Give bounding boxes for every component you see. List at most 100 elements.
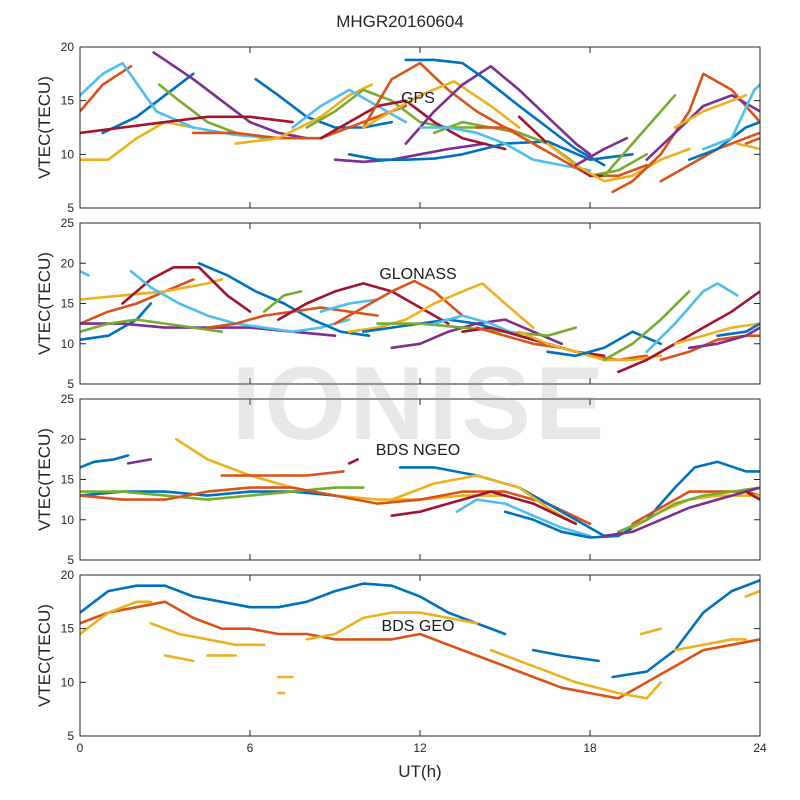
series-line-1 <box>532 648 600 663</box>
x-tick-label: 24 <box>753 741 767 755</box>
x-tick-label: 0 <box>77 741 84 755</box>
panel-label: BDS GEO <box>382 618 455 635</box>
y-tick-label: 20 <box>61 256 75 270</box>
y-tick-label: 20 <box>61 40 75 54</box>
series-line-7 <box>347 458 359 465</box>
series-line-17 <box>744 490 760 501</box>
panel-1: 5 10 15 20 25 VTEC(TECU) GLONASS <box>35 216 761 391</box>
figure-title: MHGR20160604 <box>336 12 464 31</box>
y-tick-label: 15 <box>61 297 75 311</box>
series-line-15 <box>617 486 760 534</box>
series-line-25 <box>602 94 677 178</box>
series-line-13 <box>333 279 464 325</box>
series-line-10 <box>333 142 487 164</box>
series-line-0 <box>80 270 90 277</box>
y-tick-label: 15 <box>61 473 75 487</box>
series-line-1 <box>126 458 153 465</box>
series-group <box>80 262 760 374</box>
y-tick-label: 20 <box>61 432 75 446</box>
series-group <box>80 51 760 194</box>
series-line-12 <box>319 298 379 313</box>
x-axis-label: UT(h) <box>398 762 441 781</box>
x-tick-label: 12 <box>413 741 427 755</box>
series-line-27 <box>645 94 760 161</box>
y-tick-label: 5 <box>67 553 74 567</box>
y-axis-label: VTEC(TECU) <box>35 252 54 355</box>
series-line-20 <box>418 126 592 172</box>
series-line-0 <box>101 72 195 135</box>
series-line-12 <box>291 88 408 129</box>
series-line-16 <box>390 318 563 350</box>
series-line-18 <box>404 58 606 167</box>
series-line-4 <box>80 486 365 501</box>
plot-area <box>80 575 760 736</box>
plot-area <box>80 399 760 560</box>
series-line-9 <box>390 474 578 526</box>
panel-3: 5 10 15 20 0 6 12 18 24 VTEC(TECU) BDS GEO <box>35 568 767 755</box>
series-line-26 <box>611 72 760 194</box>
series-line-3 <box>152 51 308 140</box>
series-line-14 <box>744 589 760 598</box>
y-tick-label: 5 <box>67 377 74 391</box>
y-tick-label: 20 <box>61 568 75 582</box>
series-line-23 <box>602 290 691 362</box>
y-tick-label: 15 <box>61 622 75 636</box>
series-line-13 <box>319 99 507 151</box>
y-tick-label: 10 <box>61 147 75 161</box>
series-line-9 <box>234 83 374 145</box>
series-line-32 <box>744 136 760 145</box>
series-line-27 <box>673 322 760 346</box>
series-line-0 <box>80 582 507 636</box>
series-line-29 <box>673 94 748 129</box>
panel-label: GPS <box>401 90 435 107</box>
series-line-11 <box>277 282 450 325</box>
series-line-6 <box>163 654 195 663</box>
series-line-21 <box>517 330 663 362</box>
series-line-3 <box>80 600 760 700</box>
y-tick-label: 5 <box>67 201 74 215</box>
series-line-24 <box>574 136 629 167</box>
series-line-0 <box>80 454 130 469</box>
series-line-24 <box>645 282 739 354</box>
series-line-11 <box>489 648 663 700</box>
panel-2: 5 10 15 20 25 VTEC(TECU) BDS NGEO <box>35 392 761 567</box>
series-line-6 <box>80 115 294 135</box>
series-line-5 <box>149 622 266 647</box>
series-line-21 <box>475 126 648 178</box>
series-line-23 <box>546 142 691 183</box>
series-line-17 <box>404 65 592 156</box>
y-tick-label: 10 <box>61 337 75 351</box>
y-tick-label: 10 <box>61 675 75 689</box>
y-tick-label: 15 <box>61 94 75 108</box>
panel-label: GLONASS <box>379 266 456 283</box>
y-axis-label: VTEC(TECU) <box>35 604 54 707</box>
series-line-31 <box>702 83 760 151</box>
series-line-3 <box>80 302 153 341</box>
series-line-1 <box>80 278 195 325</box>
series-line-33 <box>736 142 760 151</box>
series-line-29 <box>716 322 760 337</box>
series-group <box>80 579 760 700</box>
series-line-14 <box>347 140 634 161</box>
series-line-16 <box>362 80 521 129</box>
y-tick-label: 10 <box>61 513 75 527</box>
series-line-11 <box>455 498 592 538</box>
series-line-10 <box>262 290 303 313</box>
series-line-26 <box>659 334 760 362</box>
series-line-8 <box>192 104 408 140</box>
series-line-12 <box>639 627 663 636</box>
y-tick-label: 5 <box>67 729 74 743</box>
series-line-4 <box>80 600 153 636</box>
series-line-28 <box>687 326 760 350</box>
series-line-5 <box>80 486 592 526</box>
y-tick-label: 25 <box>61 216 75 230</box>
series-line-5 <box>80 61 280 140</box>
series-line-6 <box>220 470 345 477</box>
y-axis-label: VTEC(TECU) <box>35 428 54 531</box>
series-line-13 <box>673 638 748 652</box>
series-line-8 <box>197 262 371 337</box>
series-line-6 <box>80 318 223 333</box>
x-tick-label: 18 <box>583 741 597 755</box>
panel-0: 5 10 15 20 VTEC(TECU) GPS <box>35 40 761 215</box>
